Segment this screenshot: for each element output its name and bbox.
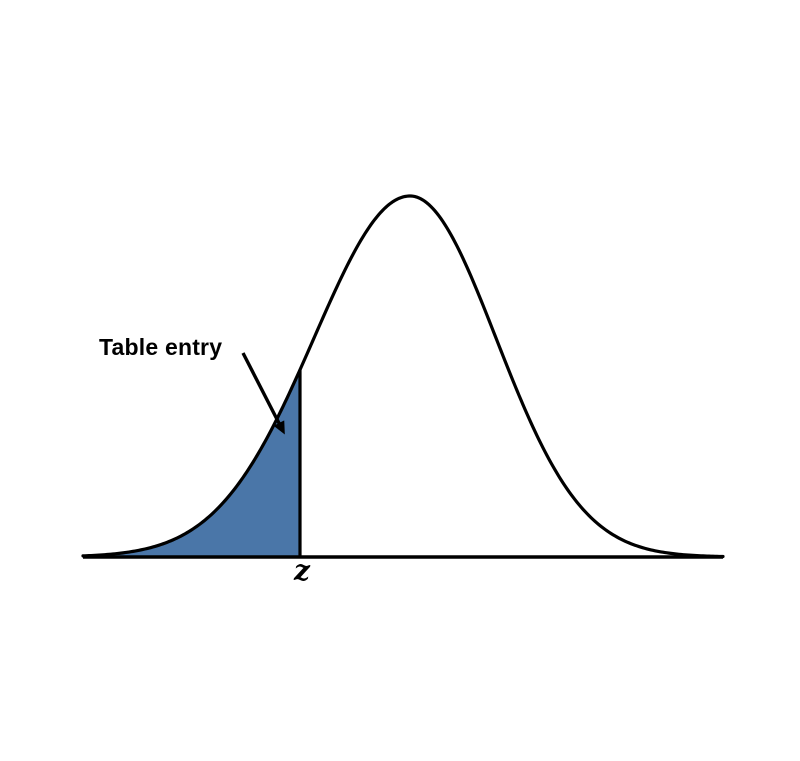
shaded-left-tail-area <box>83 369 300 557</box>
normal-curve <box>81 194 725 559</box>
table-entry-label: Table entry <box>99 334 223 360</box>
z-axis-label: z <box>294 554 310 587</box>
annotation-arrow <box>241 352 285 435</box>
